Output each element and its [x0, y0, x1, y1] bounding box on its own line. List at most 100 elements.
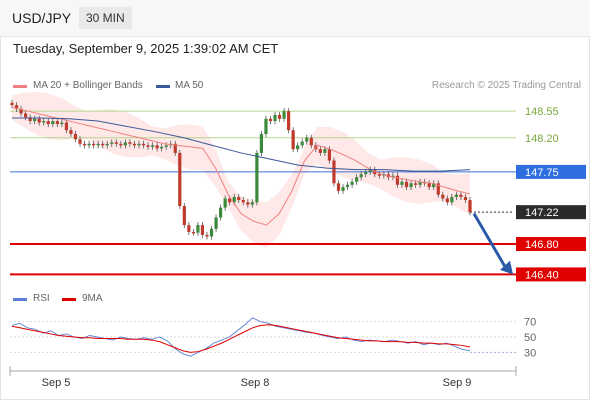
candle-body: [377, 174, 381, 176]
candle-body: [137, 143, 141, 146]
level-label-148.55: 148.55: [525, 106, 559, 118]
candle-body: [51, 121, 55, 125]
candle-body: [391, 175, 395, 178]
ma9-legend-swatch: [62, 298, 76, 301]
candle-body: [69, 130, 73, 134]
candle-body: [445, 198, 449, 203]
candle-body: [200, 225, 205, 235]
x-tick-label: Sep 8: [241, 377, 270, 389]
candle-body: [273, 114, 277, 122]
rsi-ma-line: [11, 324, 471, 353]
rsi-tick-label: 50: [524, 332, 536, 344]
level-tag-147.75: [516, 164, 586, 179]
candle-body: [413, 183, 418, 185]
level-label-147.75: 147.75: [525, 167, 559, 179]
candle-body: [287, 111, 291, 131]
timeframe-button[interactable]: 30 MIN: [79, 7, 132, 29]
x-tick-label: Sep 5: [42, 377, 71, 389]
candle-body: [187, 225, 191, 232]
candle-body: [132, 143, 137, 146]
candle-body: [164, 145, 168, 147]
candle-body: [101, 143, 105, 146]
candle-body: [404, 181, 409, 188]
rsi-line: [11, 317, 471, 357]
candle-body: [105, 143, 109, 146]
candle-body: [368, 169, 372, 172]
candle-body: [373, 169, 377, 175]
candle-body: [345, 184, 350, 188]
ma20-legend-label: MA 20 + Bollinger Bands: [33, 80, 143, 91]
level-tag-147.22: [516, 205, 586, 220]
rsi-tick-label: 30: [524, 347, 536, 359]
candle-body: [123, 142, 127, 146]
ma9-legend-label: 9MA: [82, 293, 103, 304]
candle-body: [173, 143, 177, 153]
candle-body: [441, 194, 445, 199]
candle-body: [237, 196, 241, 201]
candle-body: [468, 200, 472, 213]
candle-body: [19, 108, 23, 114]
candle-body: [24, 113, 28, 118]
candle-body: [87, 143, 91, 146]
candle-body: [92, 143, 96, 146]
candle-body: [359, 174, 363, 178]
candle-body: [218, 207, 223, 218]
candle-body: [459, 194, 463, 197]
candle-body: [427, 183, 431, 188]
projection-arrow: [472, 212, 508, 270]
candle-body: [146, 145, 150, 147]
candle-body: [341, 187, 345, 191]
candle-body: [64, 122, 69, 131]
candle-body: [110, 142, 114, 144]
candle-body: [395, 175, 400, 185]
level-tag-146.40: [516, 267, 586, 282]
candle-body: [350, 181, 354, 185]
candle-body: [42, 121, 46, 123]
candle-body: [141, 143, 146, 146]
candle-body: [96, 143, 100, 146]
candle-body: [268, 118, 273, 122]
candle-body: [209, 228, 214, 237]
candle-body: [255, 152, 259, 203]
candle-body: [250, 202, 254, 205]
ma50-legend-label: MA 50: [175, 80, 204, 91]
candle-body: [277, 114, 282, 119]
candle-body: [355, 177, 359, 182]
level-label-148.20: 148.20: [525, 133, 559, 145]
level-label-146.40: 146.40: [525, 269, 559, 281]
candle-body: [282, 111, 286, 119]
copyright-label: Research © 2025 Trading Central: [431, 80, 581, 91]
candle-body: [60, 122, 64, 125]
candle-body: [364, 171, 368, 175]
candle-body: [450, 196, 454, 203]
rsi-legend-label: RSI: [33, 293, 50, 304]
candle-body: [232, 196, 236, 203]
candle-body: [73, 133, 78, 140]
candle-body: [223, 198, 227, 208]
candle-body: [400, 181, 404, 185]
bollinger-band: [12, 91, 470, 248]
candle-body: [155, 145, 159, 149]
candle-body: [318, 149, 322, 153]
ma20-line: [11, 106, 471, 226]
candle-body: [78, 139, 82, 144]
candle-body: [332, 160, 336, 184]
candle-body: [46, 121, 50, 125]
candle-body: [33, 118, 37, 122]
level-tag-146.80: [516, 237, 586, 252]
candle-body: [305, 137, 309, 142]
timestamp-label: Tuesday, September 9, 2025 1:39:02 AM CE…: [13, 41, 279, 56]
candle-body: [309, 137, 313, 146]
candle-body: [418, 181, 422, 185]
candle-body: [463, 196, 468, 201]
candle-body: [409, 183, 413, 188]
candle-body: [264, 118, 268, 134]
candle-body: [436, 183, 440, 195]
candle-body: [10, 102, 14, 106]
symbol-label: USD/JPY: [12, 10, 72, 26]
projection-arrowhead: [500, 260, 513, 275]
candle-body: [150, 145, 155, 147]
candle-body: [336, 183, 341, 191]
candle-body: [327, 149, 332, 161]
